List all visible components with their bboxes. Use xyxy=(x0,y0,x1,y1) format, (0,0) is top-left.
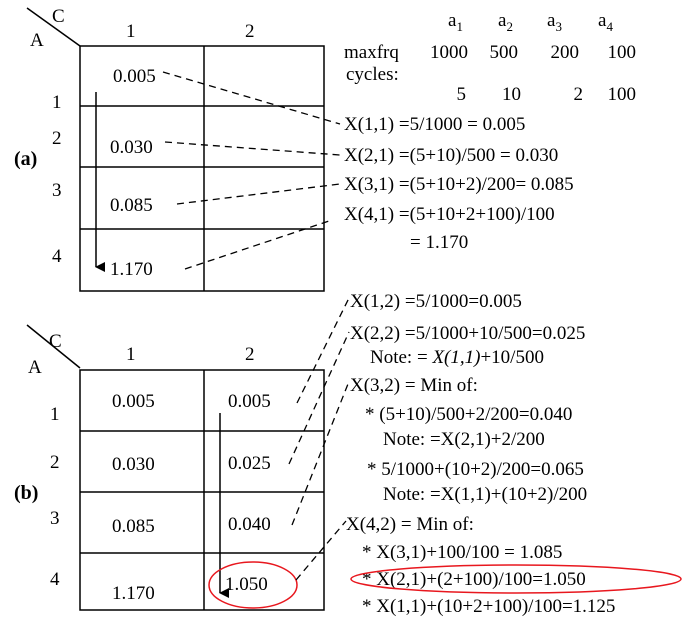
maxfrq-value-3: 200 xyxy=(551,42,580,63)
cell-b-2-1: 0.030 xyxy=(112,454,155,475)
row-header-b-4: 4 xyxy=(50,569,60,590)
formula-x32-note-2: Note: =X(1,1)+(10+2)/200 xyxy=(383,484,587,505)
formula-x42-option-3: * X(1,1)+(10+2+100)/100=1.125 xyxy=(362,596,615,617)
panel-a-label: (a) xyxy=(14,148,37,170)
corner-divider-b xyxy=(26,324,81,369)
highlight-circle-cell xyxy=(208,561,298,609)
formula-x21: X(2,1) =(5+10)/500 = 0.030 xyxy=(344,145,558,166)
dashed-connectors-a xyxy=(162,71,341,270)
row-header-a-3: 3 xyxy=(52,180,62,201)
row-header-a-4: 4 xyxy=(52,246,62,267)
highlight-ellipse-formula xyxy=(350,564,682,594)
cell-a-2-1: 0.030 xyxy=(110,137,153,158)
maxfrq-value-4: 100 xyxy=(608,42,637,63)
param-a3-label: a3 xyxy=(547,10,562,34)
dashed-connectors-b xyxy=(288,295,351,581)
cell-b-1-2: 0.005 xyxy=(228,391,271,412)
cycles-value-3: 2 xyxy=(574,84,584,105)
corner-divider-a xyxy=(26,7,81,47)
cell-b-1-1: 0.005 xyxy=(112,391,155,412)
row-header-b-3: 3 xyxy=(50,508,60,529)
formula-x41-result: = 1.170 xyxy=(410,232,468,253)
maxfrq-value-2: 500 xyxy=(490,42,519,63)
cycles-value-2: 10 xyxy=(502,84,521,105)
row-header-b-2: 2 xyxy=(50,452,60,473)
corner-c-label-a: C xyxy=(52,6,65,27)
panel-b-label: (b) xyxy=(14,482,38,504)
formula-x32-option-1: * (5+10)/500+2/200=0.040 xyxy=(365,404,572,425)
cell-b-3-1: 0.085 xyxy=(112,516,155,537)
corner-c-label-b: C xyxy=(49,331,62,352)
maxfrq-value-1: 1000 xyxy=(430,42,468,63)
row-header-a-1: 1 xyxy=(52,92,62,113)
formula-x41: X(4,1) =(5+10+2+100)/100 xyxy=(344,204,555,225)
cell-a-1-1: 0.005 xyxy=(113,66,156,87)
cell-b-4-1: 1.170 xyxy=(112,583,155,604)
cell-b-4-2: 1.050 xyxy=(225,574,268,595)
param-a1-label: a1 xyxy=(448,10,463,34)
cell-a-4-1: 1.170 xyxy=(110,259,153,280)
grid-a xyxy=(79,45,325,292)
formula-x11: X(1,1) =5/1000 = 0.005 xyxy=(344,114,525,135)
row-header-b-1: 1 xyxy=(50,404,60,425)
formula-x42: X(4,2) = Min of: xyxy=(346,514,474,535)
cycles-value-4: 100 xyxy=(608,84,637,105)
col-header-a-1: 1 xyxy=(126,21,136,42)
formula-x42-option-2: * X(2,1)+(2+100)/100=1.050 xyxy=(362,569,586,590)
cycles-value-1: 5 xyxy=(457,84,467,105)
col-header-a-2: 2 xyxy=(245,21,255,42)
panel-a: C A 1 2 1 2 3 4 (a) 0.005 0.030 0.085 1.… xyxy=(14,6,341,292)
col-header-b-1: 1 xyxy=(126,344,136,365)
formula-x12: X(1,2) =5/1000=0.005 xyxy=(350,291,522,312)
panel-b: C A 1 2 1 2 3 4 (b) 0.005 0.030 0.085 1.… xyxy=(14,295,351,611)
grid-b xyxy=(79,369,325,611)
cycles-label: cycles: xyxy=(346,64,399,85)
param-a4-label: a4 xyxy=(598,10,613,34)
formula-x22: X(2,2) =5/1000+10/500=0.025 xyxy=(350,323,585,344)
row-header-a-2: 2 xyxy=(52,128,62,149)
maxfrq-label: maxfrq xyxy=(344,42,399,63)
formulas-b: X(1,2) =5/1000=0.005 X(2,2) =5/1000+10/5… xyxy=(346,291,682,617)
formula-x32-option-2: * 5/1000+(10+2)/200=0.065 xyxy=(367,459,584,480)
corner-a-label-b: A xyxy=(28,357,42,378)
formula-x42-option-1: * X(3,1)+100/100 = 1.085 xyxy=(362,542,562,563)
corner-a-label-a: A xyxy=(30,30,44,51)
formula-x32: X(3,2) = Min of: xyxy=(350,375,478,396)
formula-x32-note-1: Note: =X(2,1)+2/200 xyxy=(383,429,545,450)
cell-a-3-1: 0.085 xyxy=(110,195,153,216)
cell-b-2-2: 0.025 xyxy=(228,453,271,474)
param-a2-label: a2 xyxy=(498,10,513,34)
formulas-a: X(1,1) =5/1000 = 0.005 X(2,1) =(5+10)/50… xyxy=(344,114,574,253)
formula-x22-note: Note: = X(1,1)+10/500 xyxy=(370,347,544,368)
parameters-table: a1 a2 a3 a4 maxfrq 1000 500 200 100 cycl… xyxy=(344,10,636,105)
formula-x31: X(3,1) =(5+10+2)/200= 0.085 xyxy=(344,174,574,195)
col-header-b-2: 2 xyxy=(245,344,255,365)
cell-b-3-2: 0.040 xyxy=(228,514,271,535)
